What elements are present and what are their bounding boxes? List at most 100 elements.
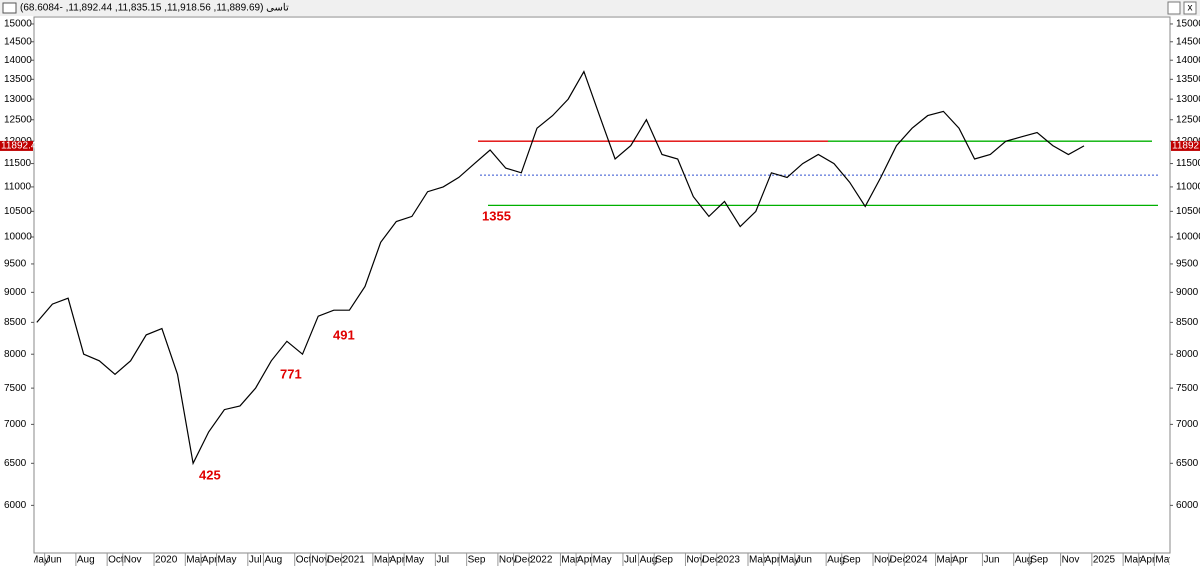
y-tick-label-right: 13500	[1176, 74, 1200, 85]
x-tick-label: Jun	[46, 555, 62, 566]
x-tick-label: 2020	[155, 555, 178, 566]
x-tick-label: Apr	[765, 555, 781, 566]
last-price-right-box	[1171, 140, 1200, 151]
y-tick-label-right: 12500	[1176, 114, 1200, 125]
restore-button[interactable]	[1167, 1, 1181, 15]
close-button[interactable]	[1183, 1, 1197, 15]
y-tick-label-right: 6500	[1176, 458, 1199, 469]
annotation: 425	[199, 467, 221, 482]
y-tick-label: 10000	[4, 232, 32, 243]
y-tick-label: 11500	[4, 158, 32, 169]
annotation: 1355	[482, 208, 511, 223]
y-tick-label: 6000	[4, 500, 27, 511]
x-tick-label: May	[218, 555, 237, 566]
x-tick-label: Apr	[577, 555, 593, 566]
x-tick-label: May	[405, 555, 424, 566]
x-tick-label: Mar	[749, 555, 767, 566]
y-tick-label-right: 15000	[1176, 19, 1200, 30]
x-tick-label: 2024	[905, 555, 928, 566]
x-tick-label: Jun	[796, 555, 812, 566]
x-tick-label: Nov	[311, 555, 329, 566]
y-tick-label: 15000	[4, 19, 32, 30]
chart-title: تاسی (11,889.69, 11,918.56, 11,835.15, 1…	[20, 3, 289, 14]
x-tick-label: Sep	[655, 555, 673, 566]
y-tick-label: 14000	[4, 55, 32, 66]
y-tick-label: 6500	[4, 458, 27, 469]
x-tick-label: Nov	[499, 555, 517, 566]
x-tick-label: Dec	[515, 555, 533, 566]
y-tick-label-right: 7500	[1176, 383, 1199, 394]
y-tick-label: 12500	[4, 114, 32, 125]
y-tick-label: 7000	[4, 419, 27, 430]
y-tick-label-right: 9500	[1176, 259, 1199, 270]
x-tick-label: Apr	[1140, 555, 1156, 566]
y-tick-label-right: 13000	[1176, 94, 1200, 105]
y-tick-label: 8500	[4, 317, 27, 328]
y-tick-label-right: 10000	[1176, 232, 1200, 243]
x-tick-label: Mar	[1124, 555, 1142, 566]
x-tick-label: Jul	[436, 555, 449, 566]
x-tick-label: Apr	[389, 555, 405, 566]
y-tick-label: 13500	[4, 74, 32, 85]
y-tick-label: 13000	[4, 94, 32, 105]
last-price-right: 11892.44	[1172, 141, 1200, 152]
last-price-left: 11892.44	[1, 141, 42, 152]
x-tick-label: Dec	[890, 555, 908, 566]
x-tick-label: Jul	[249, 555, 262, 566]
x-tick-label: Dec	[327, 555, 345, 566]
x-tick-label: May	[593, 555, 612, 566]
x-tick-label: 2023	[718, 555, 741, 566]
x-tick-label: Nov	[686, 555, 704, 566]
x-tick-label: May	[780, 555, 799, 566]
x-tick-label: Aug	[827, 555, 845, 566]
annotation: 491	[333, 327, 355, 342]
x-tick-label: Sep	[1030, 555, 1048, 566]
x-tick-label: May	[1155, 555, 1174, 566]
x-tick-label: May	[30, 555, 49, 566]
window-icon	[2, 2, 17, 14]
x-tick-label: Oct	[296, 555, 312, 566]
y-tick-label: 8000	[4, 349, 27, 360]
y-tick-label: 14500	[4, 36, 32, 47]
title-bar	[0, 0, 1200, 16]
y-tick-label: 10500	[4, 206, 32, 217]
x-tick-label: Aug	[77, 555, 95, 566]
y-tick-label-right: 14000	[1176, 55, 1200, 66]
y-tick-label-right: 7000	[1176, 419, 1199, 430]
x-tick-label: Apr	[202, 555, 218, 566]
x-tick-label: Aug	[1015, 555, 1033, 566]
x-tick-label: Mar	[186, 555, 204, 566]
y-tick-label: 9500	[4, 259, 27, 270]
x-tick-label: 2022	[530, 555, 553, 566]
last-price-left-box	[0, 140, 33, 151]
x-tick-label: Sep	[468, 555, 486, 566]
x-tick-label: Aug	[264, 555, 282, 566]
x-tick-label: Jun	[983, 555, 999, 566]
plot-frame	[33, 16, 1171, 554]
price-line	[36, 70, 1085, 466]
x-tick-label: Sep	[843, 555, 861, 566]
x-tick-label: Nov	[124, 555, 142, 566]
y-tick-label: 11000	[4, 182, 32, 193]
x-tick-label: Mar	[937, 555, 955, 566]
x-tick-label: 2025	[1093, 555, 1116, 566]
x-tick-label: Mar	[561, 555, 579, 566]
y-tick-label-right: 8500	[1176, 317, 1199, 328]
x-tick-label: Nov	[1062, 555, 1080, 566]
y-tick-label-right: 11500	[1176, 158, 1200, 169]
y-tick-label-right: 6000	[1176, 500, 1199, 511]
annotation: 771	[280, 366, 302, 381]
x-tick-label: Jul	[624, 555, 637, 566]
y-tick-label: 7500	[4, 383, 27, 394]
close-glyph: x	[1188, 3, 1193, 14]
x-tick-label: 2021	[343, 555, 366, 566]
x-tick-label: Oct	[108, 555, 124, 566]
x-tick-label: Nov	[874, 555, 892, 566]
y-tick-label-right: 8000	[1176, 349, 1199, 360]
y-tick-label-right: 10500	[1176, 206, 1200, 217]
y-tick-label-right: 9000	[1176, 287, 1199, 298]
y-tick-label-right: 14500	[1176, 36, 1200, 47]
